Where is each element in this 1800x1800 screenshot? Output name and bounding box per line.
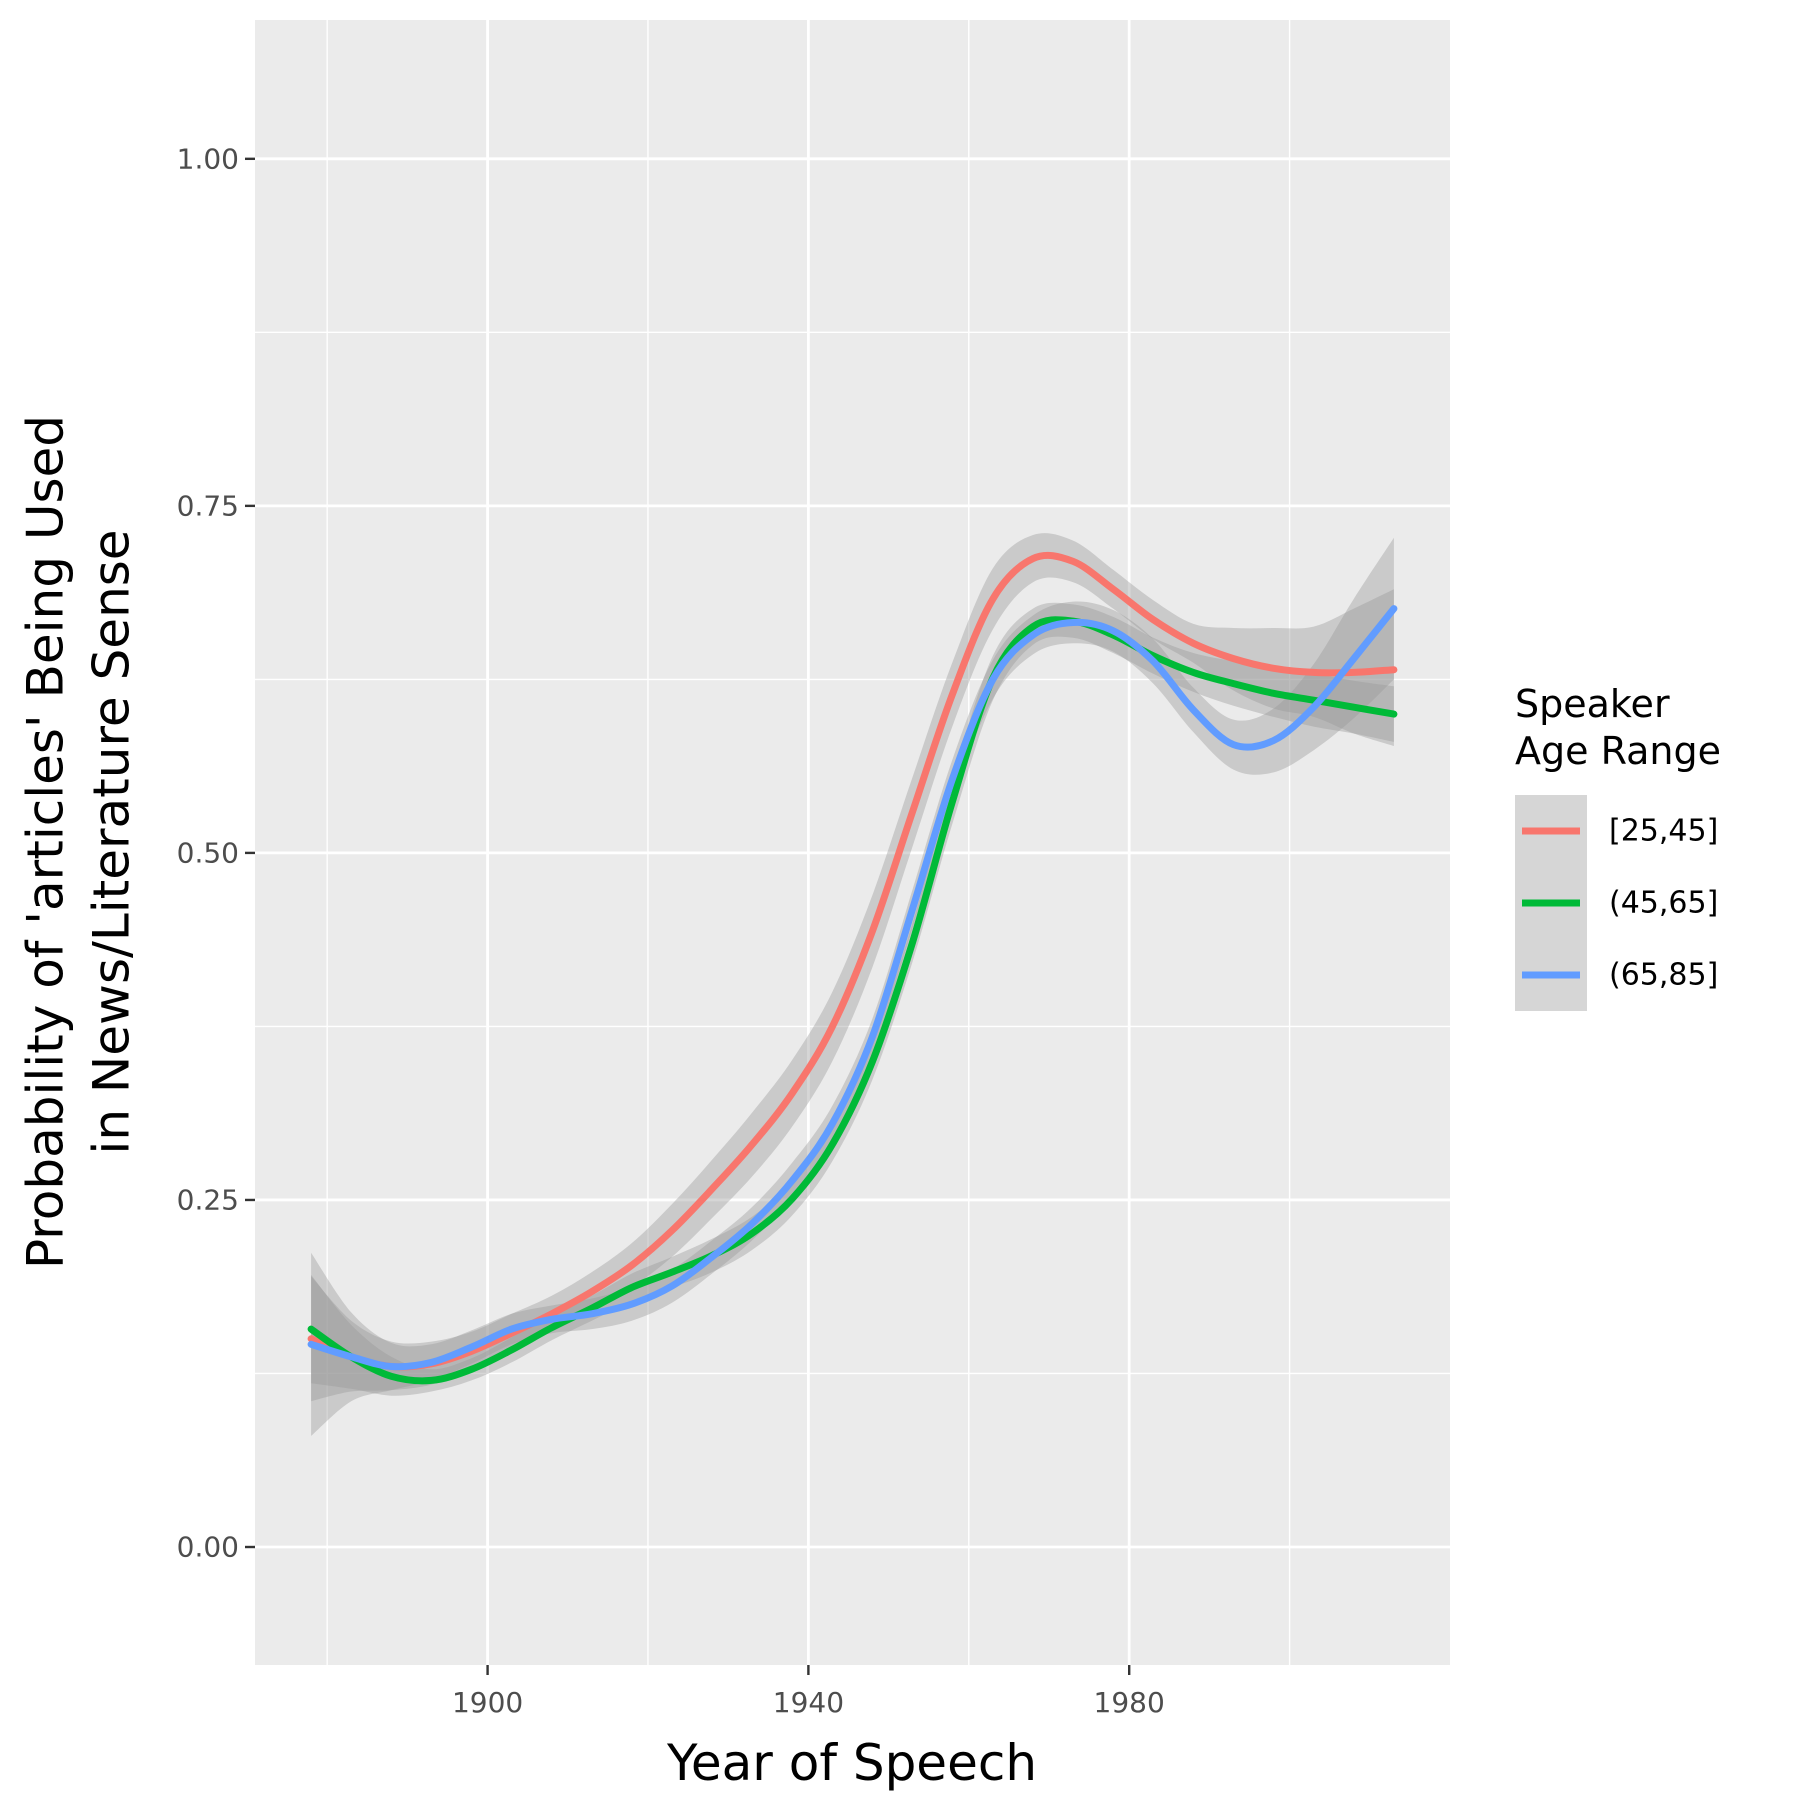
legend-label-2: (65,85] [1609, 958, 1718, 993]
y-tick-label-0: 0.00 [177, 1531, 239, 1564]
y-axis-title: Probability of 'articles' Being Used in … [17, 415, 141, 1269]
line-series-2 [307, 605, 1398, 1371]
y-axis-title-line-2: in News/Literature Sense [83, 529, 141, 1154]
ribbon-series-1 [311, 602, 1394, 1396]
y-axis: 0.00 0.25 0.50 0.75 1.00 [177, 142, 255, 1564]
x-tick-label-2: 1980 [1094, 1686, 1165, 1719]
y-tick-label-1: 0.25 [177, 1183, 239, 1216]
legend-label-1: (45,65] [1609, 886, 1718, 921]
line-series-0 [307, 551, 1398, 1371]
y-tick-label-4: 1.00 [177, 142, 239, 175]
plot-panel [255, 20, 1450, 1665]
x-tick-label-0: 1900 [452, 1686, 523, 1719]
series-lines [307, 551, 1398, 1385]
legend-keys: [25,45] (45,65] (65,85] [1515, 795, 1718, 1011]
y-tick-label-3: 0.75 [177, 489, 239, 522]
minor-gridlines [255, 20, 1450, 1665]
legend: Speaker Age Range [25,45] (45,65] (65,85] [1515, 682, 1721, 1011]
x-axis-title: Year of Speech [666, 1734, 1037, 1792]
x-tick-label-1: 1940 [773, 1686, 844, 1719]
legend-label-0: [25,45] [1609, 814, 1718, 849]
x-axis: 1900 1940 1980 [452, 1665, 1165, 1719]
confidence-ribbons [311, 533, 1394, 1436]
y-tick-label-2: 0.50 [177, 836, 239, 869]
major-gridlines [255, 20, 1450, 1665]
y-axis-title-line-1: Probability of 'articles' Being Used [17, 415, 75, 1269]
ribbon-series-0 [311, 533, 1394, 1402]
legend-title-line-1: Speaker [1515, 682, 1670, 726]
legend-title-line-2: Age Range [1515, 729, 1721, 773]
ribbon-series-2 [311, 537, 1394, 1436]
line-series-1 [307, 616, 1398, 1385]
